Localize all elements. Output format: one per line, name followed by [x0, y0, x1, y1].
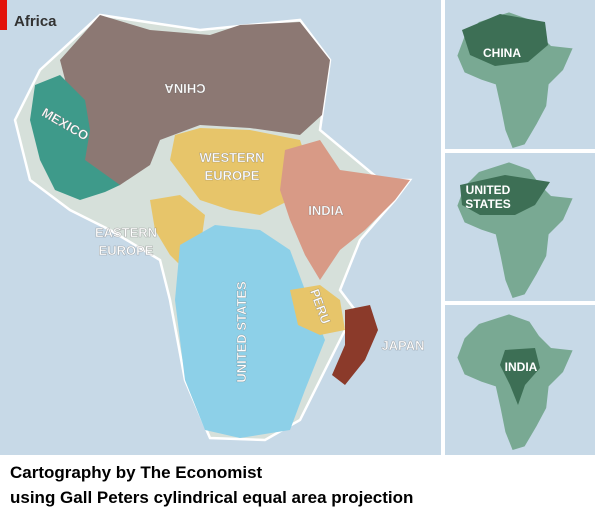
map-label: CHINA	[164, 81, 206, 96]
caption: using Gall Peters cylindrical equal area…	[10, 488, 413, 507]
japan	[332, 305, 378, 385]
mexico	[30, 75, 120, 200]
panel-label: UNITED STATES	[465, 183, 511, 211]
map-label: JAPAN	[381, 338, 424, 353]
panel-highlight	[460, 175, 550, 215]
logo-bar	[0, 0, 7, 30]
panel-highlight	[500, 348, 540, 405]
panel-highlight	[462, 14, 548, 66]
panel: UNITED STATES	[445, 153, 595, 301]
map-title: Africa	[14, 13, 57, 30]
panel: CHINA	[445, 0, 595, 149]
caption: Cartography by The Economist	[10, 463, 263, 482]
panel-label: INDIA	[505, 360, 538, 374]
western-europe	[170, 128, 310, 215]
india	[280, 140, 410, 280]
china	[60, 15, 330, 190]
map-label: WESTERN EUROPE	[200, 150, 265, 183]
panel-label: CHINA	[483, 46, 521, 60]
map-label: EASTERN EUROPE	[95, 225, 157, 258]
peru	[290, 285, 345, 335]
panel: INDIA	[445, 305, 595, 455]
map-label: INDIA	[308, 203, 344, 218]
united-states	[175, 225, 325, 438]
map-label: UNITED STATES	[234, 281, 249, 383]
